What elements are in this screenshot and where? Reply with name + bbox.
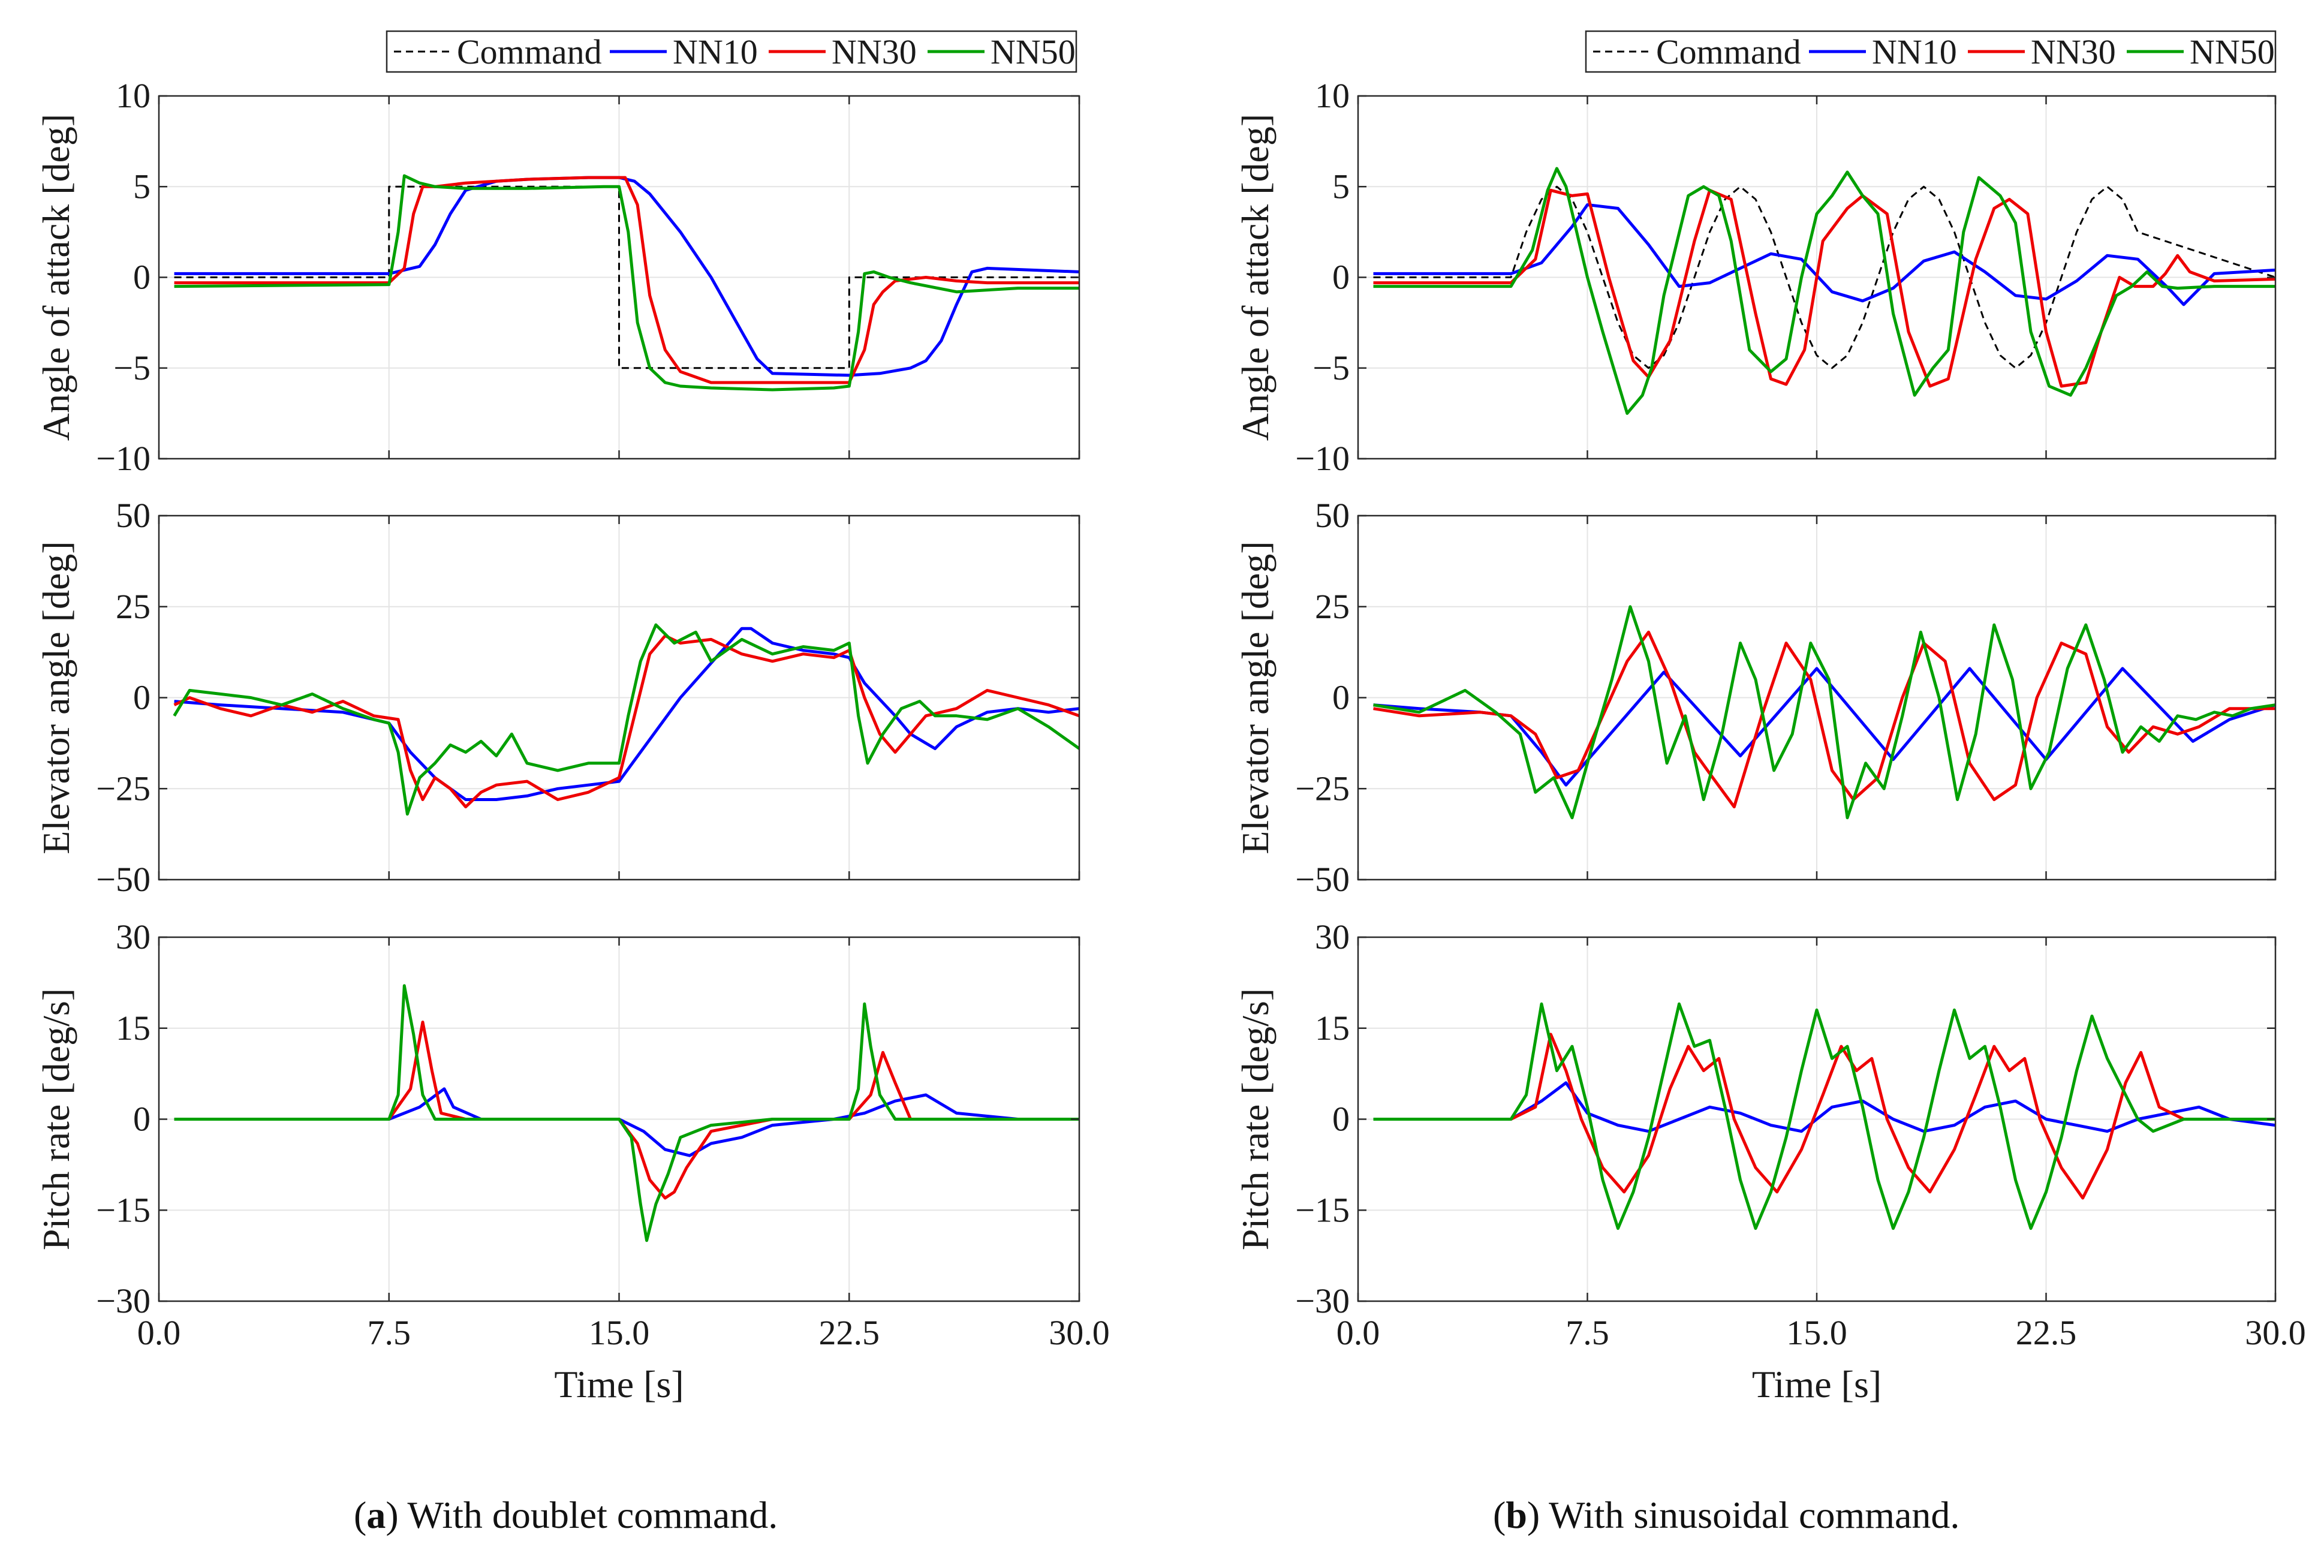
y-axis-label: Pitch rate [deg/s] xyxy=(1234,988,1277,1250)
x-tick-label: 7.5 xyxy=(368,1313,411,1352)
subplot-angle-of-attack-b: −10 −5 0 5 10 Angle of attack [deg] xyxy=(1234,76,2277,478)
y-tick-label: 25 xyxy=(116,587,150,626)
x-tick-label: 15.0 xyxy=(1786,1313,1847,1352)
series-nn50-line xyxy=(1373,605,2275,820)
x-tick-label: 0.0 xyxy=(137,1313,181,1352)
y-tick-label: 5 xyxy=(1332,167,1350,206)
y-tick-label: 10 xyxy=(116,76,150,115)
series-command-line xyxy=(174,185,1079,369)
y-tick-label: 15 xyxy=(1315,1009,1350,1048)
series-nn50-line xyxy=(174,174,1079,392)
legend-label-nn30: NN30 xyxy=(2031,32,2116,71)
y-axis-label: Angle of attack [deg] xyxy=(35,114,77,441)
legend-label-command: Command xyxy=(457,32,602,71)
x-tick-label: 30.0 xyxy=(1049,1313,1110,1352)
x-tick-label: 22.5 xyxy=(2016,1313,2077,1352)
y-tick-label: 15 xyxy=(116,1009,150,1048)
legend-label-command: Command xyxy=(1656,32,1801,71)
series-nn10-line xyxy=(1373,203,2275,306)
caption-a-letter: a xyxy=(366,1494,386,1536)
y-tick-label: −30 xyxy=(1295,1281,1350,1320)
series-nn30-line xyxy=(174,176,1079,384)
series-nn50-line xyxy=(1373,1002,2275,1230)
y-tick-label: −5 xyxy=(1312,348,1350,387)
legend-label-nn30: NN30 xyxy=(832,32,917,71)
legend-label-nn10: NN10 xyxy=(1872,32,1957,71)
series-nn30-line xyxy=(1373,188,2275,388)
caption-a: (a) With doublet command. xyxy=(354,1494,778,1536)
y-axis-label: Elevator angle [deg] xyxy=(35,541,77,854)
y-tick-label: 30 xyxy=(116,917,150,956)
y-tick-label: −15 xyxy=(1295,1190,1350,1229)
series-nn10-line xyxy=(174,176,1079,377)
y-axis-label: Pitch rate [deg/s] xyxy=(35,988,77,1250)
series-nn30-line xyxy=(173,634,1079,809)
y-tick-label: 25 xyxy=(1315,587,1350,626)
x-tick-label: 15.0 xyxy=(589,1313,650,1352)
y-tick-label: −25 xyxy=(1295,769,1350,808)
y-tick-label: −10 xyxy=(96,439,150,478)
y-tick-label: 0 xyxy=(133,678,150,717)
y-tick-label: 5 xyxy=(133,167,150,206)
y-tick-label: −50 xyxy=(96,860,150,899)
y-tick-label: 50 xyxy=(116,496,150,535)
caption-a-text: With doublet command. xyxy=(407,1494,778,1536)
caption-b: (b) With sinusoidal command. xyxy=(1493,1494,1960,1536)
y-tick-label: 30 xyxy=(1315,917,1350,956)
x-tick-label: 7.5 xyxy=(1566,1313,1609,1352)
y-tick-label: −30 xyxy=(96,1281,150,1320)
legend-label-nn50: NN50 xyxy=(2190,32,2275,71)
legend-label-nn10: NN10 xyxy=(673,32,758,71)
subplot-pitch-rate-a: −30 −15 0 15 30 Pitch rate [deg/s] 0.0 7.5 15.0 2… xyxy=(35,917,1110,1406)
legend-a: Command NN10 NN30 NN50 xyxy=(386,30,1077,73)
y-tick-label: 0 xyxy=(133,258,150,297)
series-nn30-line xyxy=(174,1021,1079,1200)
subplot-pitch-rate-b: −30 −15 0 15 30 Pitch rate [deg/s] 0.0 7.5 15.0 2… xyxy=(1234,917,2306,1406)
series-nn50-line xyxy=(1373,167,2275,415)
y-tick-label: −25 xyxy=(96,769,150,808)
x-tick-label: 22.5 xyxy=(819,1313,880,1352)
subplot-elevator-angle-b: −50 −25 0 25 50 Elevator angle [deg] xyxy=(1234,496,2277,899)
series-nn50-line xyxy=(173,623,1079,816)
x-axis-label: Time [s] xyxy=(554,1363,684,1406)
y-tick-label: −50 xyxy=(1295,860,1350,899)
y-tick-label: 0 xyxy=(1332,258,1350,297)
x-tick-label: 30.0 xyxy=(2245,1313,2306,1352)
y-tick-label: −5 xyxy=(113,348,150,387)
series-command-line xyxy=(1373,185,2275,369)
x-axis-label: Time [s] xyxy=(1752,1363,1882,1406)
x-tick-label: 0.0 xyxy=(1336,1313,1380,1352)
y-tick-label: 0 xyxy=(1332,1100,1350,1139)
series-nn10-line xyxy=(1373,1081,2275,1133)
y-tick-label: 0 xyxy=(133,1100,150,1139)
y-axis-label: Elevator angle [deg] xyxy=(1234,541,1277,854)
y-tick-label: 50 xyxy=(1315,496,1350,535)
subplot-elevator-angle-a: −50 −25 0 25 50 Elevator angle [deg] xyxy=(35,496,1080,899)
y-tick-label: −10 xyxy=(1295,439,1350,478)
subplot-angle-of-attack-a: −10 −5 0 5 10 Angle of attack [deg] xyxy=(35,76,1080,478)
series-nn10-line xyxy=(174,1087,1079,1157)
y-tick-label: 10 xyxy=(1315,76,1350,115)
caption-b-text: With sinusoidal command. xyxy=(1549,1494,1960,1536)
legend-b: Command NN10 NN30 NN50 xyxy=(1585,30,2277,73)
y-tick-label: −15 xyxy=(96,1190,150,1229)
series-nn50-line xyxy=(174,984,1079,1242)
y-axis-label: Angle of attack [deg] xyxy=(1234,114,1277,441)
y-tick-label: 0 xyxy=(1332,678,1350,717)
caption-b-letter: b xyxy=(1506,1494,1527,1536)
legend-label-nn50: NN50 xyxy=(991,32,1076,71)
